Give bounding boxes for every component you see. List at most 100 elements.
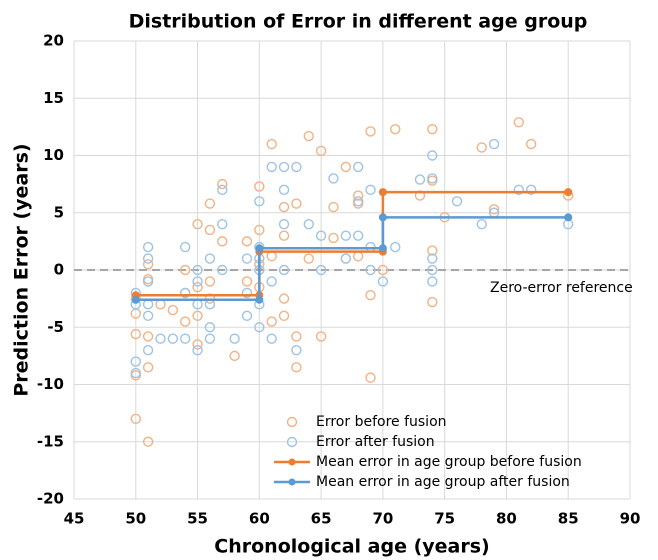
scatter-point xyxy=(352,230,364,241)
scatter-point xyxy=(142,362,154,373)
scatter-point xyxy=(179,241,191,253)
legend-label: Mean error in age group before fusion xyxy=(316,454,582,470)
scatter-point xyxy=(155,299,166,310)
scatter-point xyxy=(427,296,438,308)
y-axis-label: Prediction Error (years) xyxy=(11,143,33,396)
scatter-point xyxy=(254,181,265,192)
scatter-point xyxy=(254,196,265,207)
y-tick-label: 20 xyxy=(43,32,64,50)
mean-marker xyxy=(131,295,140,304)
mean-marker xyxy=(564,188,573,197)
mean-line xyxy=(135,216,569,302)
scatter-point xyxy=(476,142,487,153)
scatter-point xyxy=(427,245,438,256)
scatter-point xyxy=(365,126,376,137)
scatter-point xyxy=(525,138,537,150)
scatter-point xyxy=(254,224,265,236)
legend-symbol xyxy=(288,458,296,466)
scatter-point xyxy=(365,264,376,276)
y-tick-label: -10 xyxy=(37,375,64,393)
x-tick-label: 60 xyxy=(249,510,270,528)
scatter-point xyxy=(192,344,203,356)
scatter-point xyxy=(352,161,364,173)
scatter-point xyxy=(278,161,290,173)
y-tick-label: 5 xyxy=(54,203,64,221)
scatter-point xyxy=(217,178,228,190)
scatter-point xyxy=(204,333,216,344)
scatter-point xyxy=(241,253,253,264)
x-tick-label: 50 xyxy=(125,510,146,528)
scatter-point xyxy=(217,218,228,230)
scatter-point xyxy=(167,333,179,344)
scatter-point xyxy=(142,241,154,253)
scatter-point xyxy=(390,123,401,135)
scatter-point xyxy=(217,264,228,276)
x-axis-label: Chronological age (years) xyxy=(214,536,489,558)
scatter-point xyxy=(278,310,290,321)
scatter-point xyxy=(278,230,290,241)
chart-title: Distribution of Error in different age g… xyxy=(129,11,588,33)
scatter-point xyxy=(513,117,524,128)
scatter-point xyxy=(192,218,203,230)
scatter-point xyxy=(291,344,302,356)
scatter-point xyxy=(266,316,277,327)
scatter-point xyxy=(179,287,191,299)
scatter-point xyxy=(217,236,228,247)
scatter-point xyxy=(204,253,216,264)
scatter-point xyxy=(130,367,141,379)
scatter-point xyxy=(377,264,389,276)
scatter-point xyxy=(192,310,203,321)
scatter-point xyxy=(278,201,290,213)
legend-label: Error after fusion xyxy=(316,434,435,450)
scatter-point xyxy=(315,230,327,241)
scatter-point xyxy=(427,173,438,184)
scatter-point xyxy=(340,161,352,173)
scatter-point xyxy=(142,259,154,270)
scatter-point xyxy=(278,218,290,230)
mean-marker xyxy=(255,244,264,253)
scatter-point xyxy=(328,173,339,184)
x-tick-label: 65 xyxy=(311,510,332,528)
scatter-point xyxy=(315,264,327,276)
legend-symbol xyxy=(288,478,296,486)
x-tick-label: 75 xyxy=(434,510,455,528)
annotation: Zero-error reference xyxy=(490,280,633,296)
scatter-point xyxy=(204,299,216,310)
scatter-point xyxy=(142,253,154,264)
scatter-point xyxy=(142,276,154,287)
scatter-point xyxy=(291,198,302,209)
scatter-point xyxy=(451,196,463,207)
mean-marker xyxy=(255,295,264,304)
scatter-point xyxy=(179,333,191,344)
y-tick-label: -20 xyxy=(37,490,64,508)
scatter-point xyxy=(352,190,364,201)
scatter-point xyxy=(488,138,500,150)
mean-line xyxy=(135,190,569,297)
scatter-point xyxy=(204,322,216,333)
scatter-point xyxy=(241,287,253,299)
x-tick-label: 80 xyxy=(496,510,517,528)
scatter-point xyxy=(365,289,376,301)
scatter-point xyxy=(155,333,166,344)
scatter-point xyxy=(130,413,141,425)
scatter-point xyxy=(229,333,240,344)
y-tick-label: 0 xyxy=(54,261,64,279)
scatter-point xyxy=(142,299,154,310)
scatter-point xyxy=(192,276,203,287)
scatter-point xyxy=(365,184,376,196)
scatter-point xyxy=(204,224,216,236)
mean-marker xyxy=(564,213,573,222)
scatter-point xyxy=(427,264,438,276)
scatter-point xyxy=(328,232,339,244)
scatter-point xyxy=(130,328,141,340)
scatter-point xyxy=(204,198,216,209)
scatter-point xyxy=(365,372,376,383)
scatter-point xyxy=(204,276,216,287)
scatter-point xyxy=(167,304,179,316)
scatter-point xyxy=(476,218,487,230)
scatter-point xyxy=(130,356,141,367)
legend-symbol xyxy=(286,436,298,448)
legend-label: Error before fusion xyxy=(316,414,447,430)
scatter-point xyxy=(303,130,314,142)
scatter-point xyxy=(315,145,327,157)
